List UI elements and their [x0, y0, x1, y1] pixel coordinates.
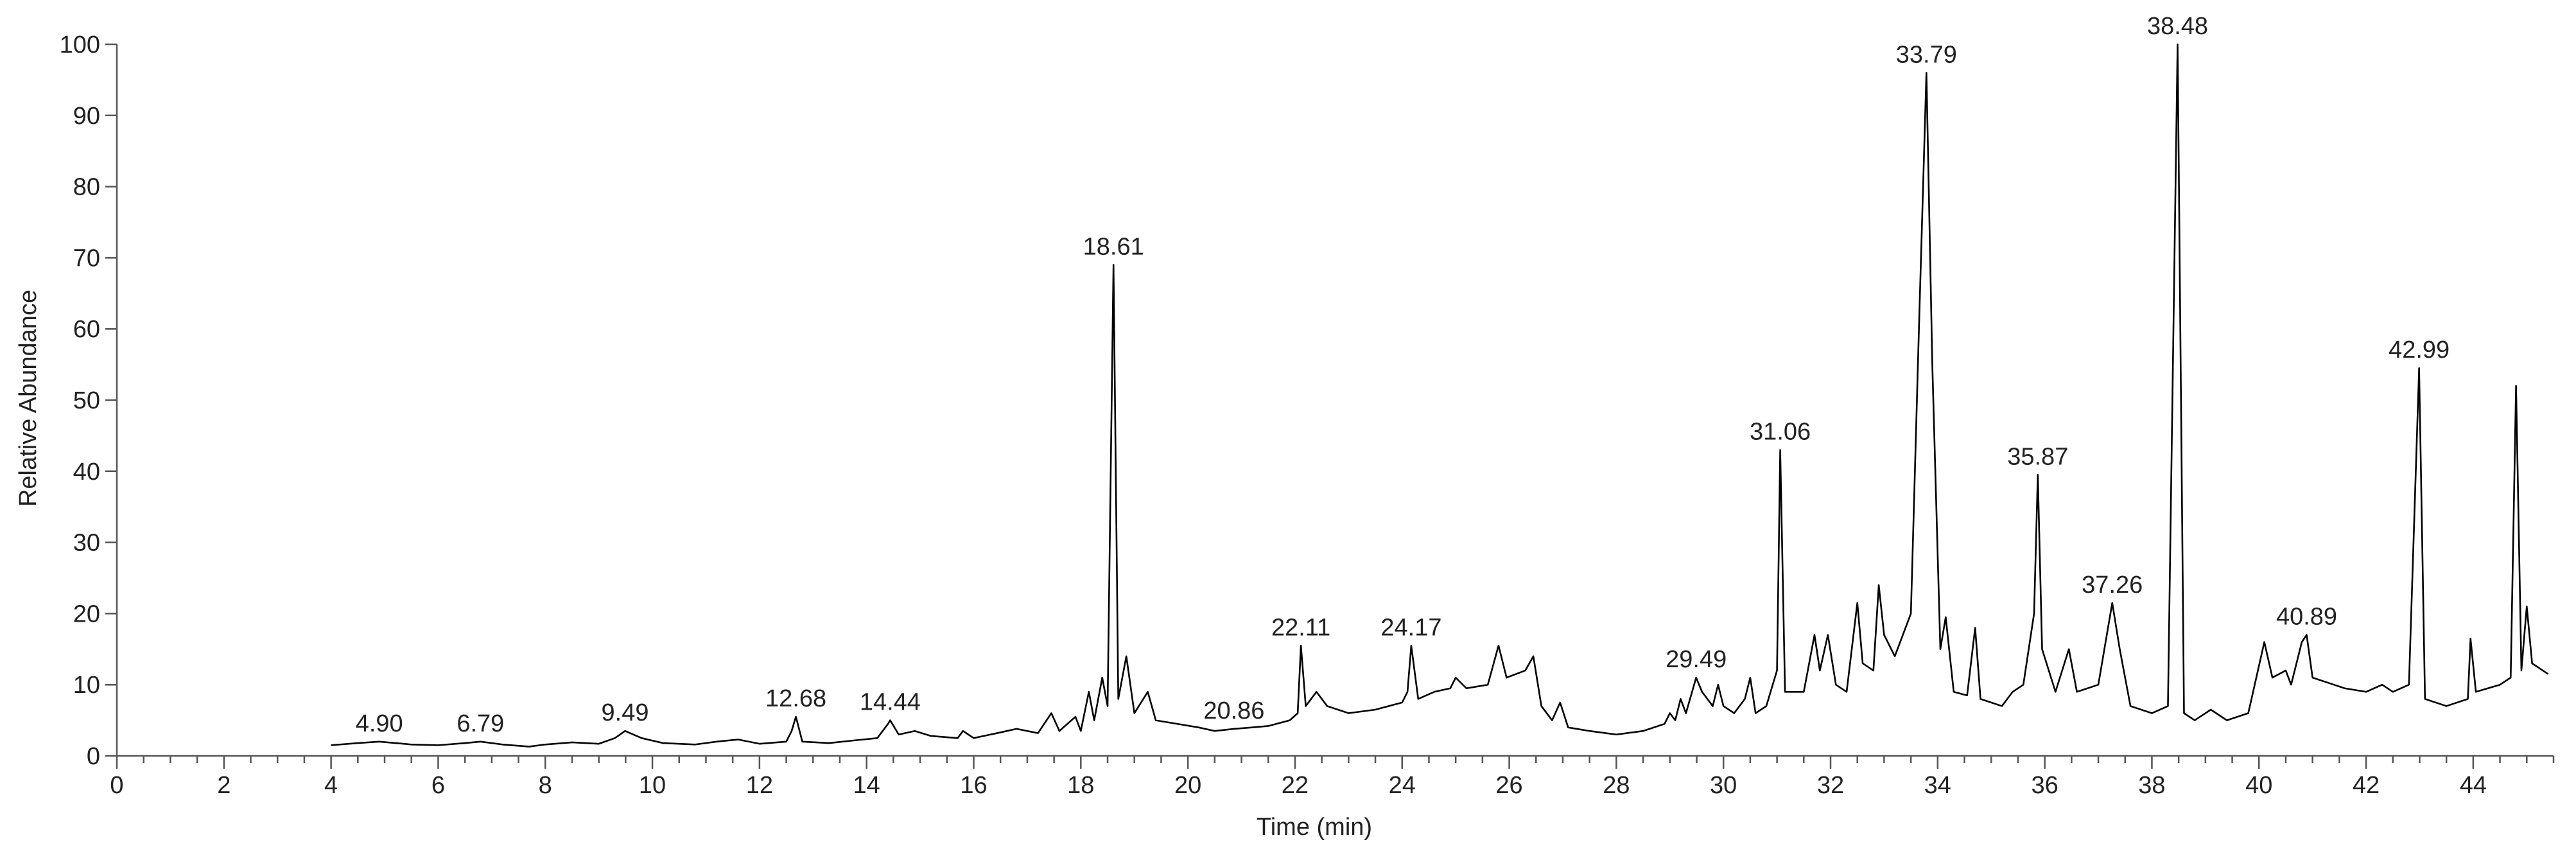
y-tick-label: 50	[73, 387, 100, 414]
y-tick-label: 60	[73, 316, 100, 343]
peak-label: 6.79	[457, 710, 504, 737]
peak-label: 20.86	[1203, 697, 1264, 724]
peak-label: 40.89	[2276, 604, 2337, 631]
x-tick-label: 28	[1603, 772, 1630, 799]
y-tick-label: 90	[73, 103, 100, 130]
peak-label: 31.06	[1750, 419, 1811, 446]
peak-label: 22.11	[1271, 614, 1330, 641]
x-tick-label: 18	[1067, 772, 1094, 799]
peak-label: 35.87	[2007, 443, 2068, 470]
x-tick-label: 12	[746, 772, 773, 799]
x-tick-label: 0	[110, 772, 123, 799]
x-tick-label: 16	[960, 772, 987, 799]
peak-label: 38.48	[2147, 13, 2208, 40]
peak-label: 33.79	[1896, 41, 1957, 68]
x-tick-label: 6	[431, 772, 445, 799]
x-tick-label: 8	[539, 772, 552, 799]
x-tick-label: 40	[2245, 772, 2272, 799]
x-tick-label: 30	[1710, 772, 1737, 799]
x-tick-label: 20	[1174, 772, 1201, 799]
y-tick-label: 40	[73, 459, 100, 486]
x-tick-label: 26	[1495, 772, 1522, 799]
x-tick-label: 2	[217, 772, 231, 799]
x-axis-title: Time (min)	[1257, 814, 1372, 841]
peak-label: 14.44	[860, 689, 921, 716]
x-tick-label: 34	[1924, 772, 1951, 799]
y-tick-label: 20	[73, 600, 100, 627]
x-tick-label: 10	[639, 772, 666, 799]
trace-line	[331, 43, 2549, 748]
y-tick-label: 0	[87, 743, 100, 770]
x-tick-label: 44	[2460, 772, 2487, 799]
y-tick-label: 100	[60, 31, 100, 58]
y-axis-title: Relative Abundance	[15, 290, 42, 507]
x-tick-label: 42	[2353, 772, 2380, 799]
x-tick-label: 4	[324, 772, 338, 799]
peak-label: 9.49	[602, 699, 649, 726]
y-tick-label: 30	[73, 530, 100, 557]
peak-label: 18.61	[1083, 233, 1144, 260]
peak-label: 42.99	[2389, 337, 2450, 363]
x-tick-label: 14	[853, 772, 880, 799]
x-tick-label: 36	[2031, 772, 2058, 799]
x-tick-label: 38	[2138, 772, 2165, 799]
x-tick-label: 24	[1389, 772, 1416, 799]
x-tick-label: 32	[1817, 772, 1844, 799]
y-tick-label: 70	[73, 245, 100, 272]
peak-label: 4.90	[356, 710, 403, 737]
peak-label: 37.26	[2082, 572, 2143, 599]
peak-label: 12.68	[765, 685, 826, 712]
y-tick-label: 10	[73, 672, 100, 699]
peak-label: 29.49	[1666, 646, 1727, 673]
peak-label: 24.17	[1380, 614, 1441, 641]
x-tick-label: 22	[1282, 772, 1309, 799]
y-tick-label: 80	[73, 174, 100, 201]
